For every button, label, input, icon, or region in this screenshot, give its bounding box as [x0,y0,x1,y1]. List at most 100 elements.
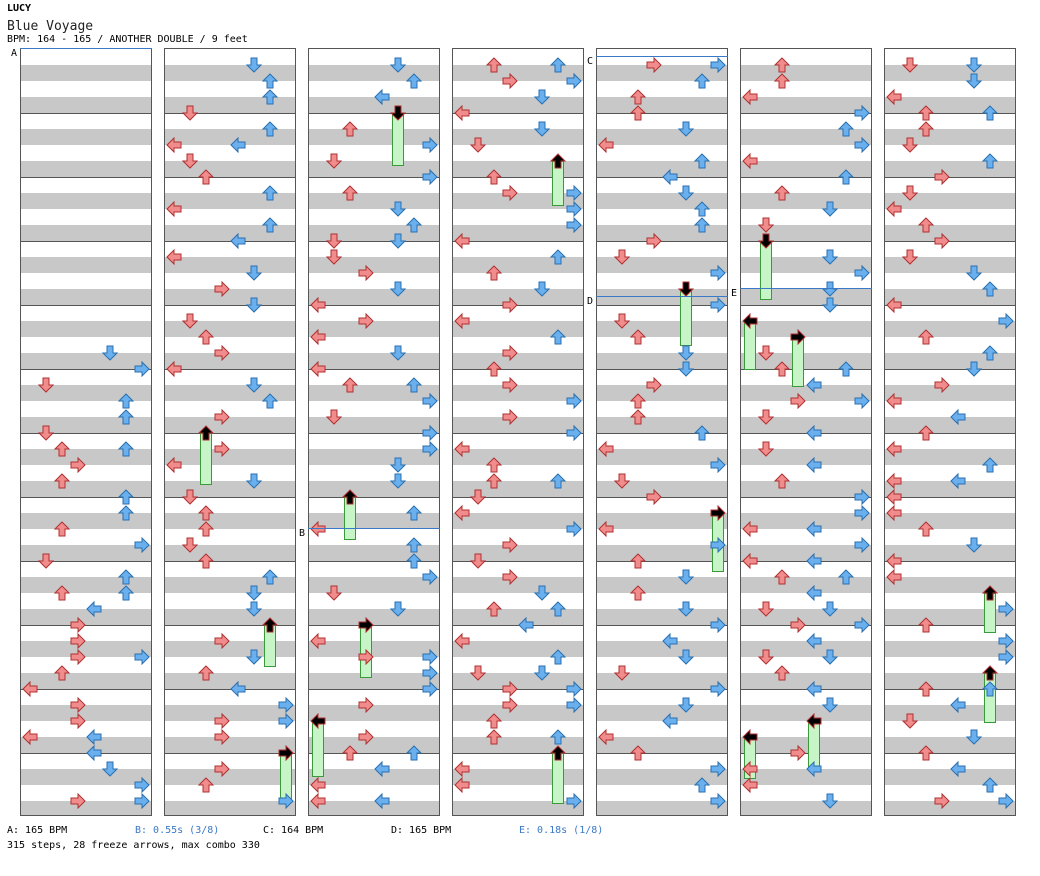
blue-step-arrow-icon [742,313,758,329]
red-step-arrow-icon [326,409,342,425]
blue-step-arrow-icon [198,425,214,441]
red-step-arrow-icon [54,585,70,601]
blue-step-arrow-icon [678,345,694,361]
blue-step-arrow-icon [998,793,1014,809]
blue-step-arrow-icon [822,697,838,713]
blue-step-arrow-icon [86,745,102,761]
red-step-arrow-icon [902,137,918,153]
beat-stripe [885,609,1015,625]
blue-step-arrow-icon [262,617,278,633]
blue-step-arrow-icon [246,649,262,665]
measure-line [309,561,439,562]
measure-line [741,753,871,754]
beat-stripe [21,609,151,625]
red-step-arrow-icon [486,713,502,729]
beat-stripe [165,481,295,497]
red-step-arrow-icon [54,665,70,681]
beat-stripe [741,161,871,177]
blue-step-arrow-icon [982,281,998,297]
beat-stripe [741,737,871,753]
blue-step-arrow-icon [854,489,870,505]
measure-line [885,689,1015,690]
measure-line [885,561,1015,562]
beat-stripe [165,801,295,815]
beat-stripe [453,193,583,209]
blue-step-arrow-icon [982,585,998,601]
red-step-arrow-icon [70,697,86,713]
measure-line [21,113,151,114]
beat-stripe [21,769,151,785]
beat-stripe [309,673,439,689]
blue-step-arrow-icon [966,361,982,377]
red-step-arrow-icon [166,137,182,153]
measure-line [597,497,727,498]
beat-stripe [21,289,151,305]
blue-step-arrow-icon [822,793,838,809]
beat-stripe [885,353,1015,369]
change-marker-line [596,296,728,297]
red-step-arrow-icon [214,633,230,649]
measure-line [453,241,583,242]
blue-step-arrow-icon [710,505,726,521]
beat-stripe [741,449,871,465]
measure-line [885,369,1015,370]
measure-line [885,241,1015,242]
blue-step-arrow-icon [854,265,870,281]
blue-step-arrow-icon [838,569,854,585]
red-step-arrow-icon [486,457,502,473]
beat-stripe [309,289,439,305]
blue-step-arrow-icon [550,329,566,345]
measure-line [309,497,439,498]
beat-stripe [453,769,583,785]
red-step-arrow-icon [454,505,470,521]
measure-line [165,433,295,434]
beat-stripe [309,769,439,785]
red-step-arrow-icon [886,553,902,569]
blue-step-arrow-icon [710,57,726,73]
beat-stripe [741,289,871,305]
blue-step-arrow-icon [134,649,150,665]
beat-stripe [165,513,295,529]
blue-step-arrow-icon [246,265,262,281]
blue-step-arrow-icon [534,121,550,137]
red-step-arrow-icon [358,313,374,329]
beat-stripe [21,673,151,689]
blue-step-arrow-icon [358,617,374,633]
red-step-arrow-icon [614,473,630,489]
beat-stripe [885,97,1015,113]
blue-step-arrow-icon [550,249,566,265]
red-step-arrow-icon [22,729,38,745]
red-step-arrow-icon [486,601,502,617]
blue-step-arrow-icon [966,57,982,73]
measure-line [597,241,727,242]
measure-line [597,689,727,690]
blue-step-arrow-icon [758,233,774,249]
blue-step-arrow-icon [822,649,838,665]
blue-step-arrow-icon [854,537,870,553]
red-step-arrow-icon [886,473,902,489]
beat-stripe [165,321,295,337]
beat-stripe [165,705,295,721]
red-step-arrow-icon [886,505,902,521]
blue-step-arrow-icon [534,585,550,601]
red-step-arrow-icon [470,665,486,681]
red-step-arrow-icon [918,745,934,761]
blue-step-arrow-icon [246,57,262,73]
measure-line [165,369,295,370]
blue-step-arrow-icon [102,345,118,361]
beat-stripe [21,193,151,209]
blue-step-arrow-icon [534,665,550,681]
blue-step-arrow-icon [262,89,278,105]
blue-step-arrow-icon [230,681,246,697]
red-step-arrow-icon [918,425,934,441]
change-marker-label: B [299,528,306,539]
measure-line [21,689,151,690]
measure-line [741,177,871,178]
blue-step-arrow-icon [262,569,278,585]
blue-step-arrow-icon [822,281,838,297]
change-legend-d: D: 165 BPM [391,825,452,836]
beat-stripe [597,449,727,465]
beat-stripe [885,641,1015,657]
chart-column-4 [452,48,584,816]
beat-stripe [885,385,1015,401]
